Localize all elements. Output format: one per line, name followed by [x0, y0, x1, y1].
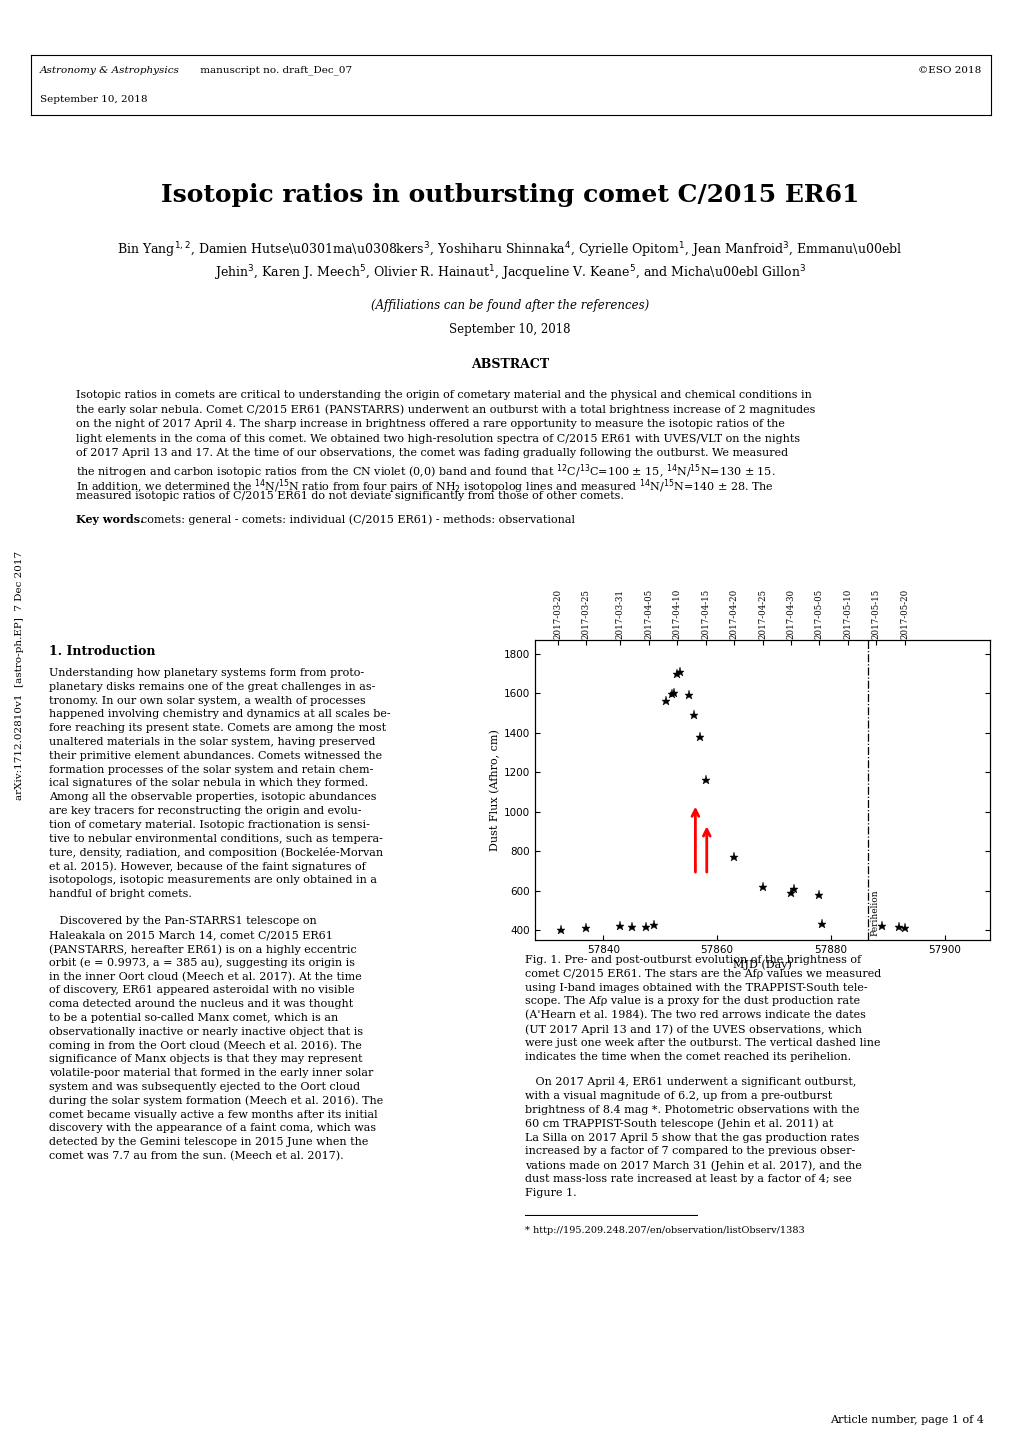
Text: Understanding how planetary systems form from proto-: Understanding how planetary systems form…: [49, 668, 364, 678]
Text: et al. 2015). However, because of the faint signatures of: et al. 2015). However, because of the fa…: [49, 861, 366, 872]
Text: of 2017 April 13 and 17. At the time of our observations, the comet was fading g: of 2017 April 13 and 17. At the time of …: [76, 448, 788, 459]
Text: Figure 1.: Figure 1.: [525, 1188, 577, 1198]
Y-axis label: Dust Flux (Afhro, cm): Dust Flux (Afhro, cm): [489, 730, 499, 851]
Text: Fig. 1. Pre- and post-outburst evolution of the brightness of: Fig. 1. Pre- and post-outburst evolution…: [525, 955, 861, 965]
Text: arXiv:1712.02810v1  [astro-ph.EP]  7 Dec 2017: arXiv:1712.02810v1 [astro-ph.EP] 7 Dec 2…: [15, 551, 23, 799]
Text: coming in from the Oort cloud (Meech et al. 2016). The: coming in from the Oort cloud (Meech et …: [49, 1041, 362, 1051]
Text: formation processes of the solar system and retain chem-: formation processes of the solar system …: [49, 764, 373, 774]
Text: tive to nebular environmental conditions, such as tempera-: tive to nebular environmental conditions…: [49, 833, 382, 844]
Text: September 10, 2018: September 10, 2018: [40, 95, 148, 104]
Text: 1. Introduction: 1. Introduction: [49, 645, 155, 658]
Text: ©ESO 2018: ©ESO 2018: [917, 66, 980, 75]
Text: comet was 7.7 au from the sun. (Meech et al. 2017).: comet was 7.7 au from the sun. (Meech et…: [49, 1151, 343, 1161]
Text: their primitive element abundances. Comets witnessed the: their primitive element abundances. Come…: [49, 751, 382, 761]
Text: Bin Yang$^{1,2}$, Damien Hutse\u0301ma\u0308kers$^3$, Yoshiharu Shinnaka$^4$, Cy: Bin Yang$^{1,2}$, Damien Hutse\u0301ma\u…: [117, 241, 902, 260]
Text: discovery with the appearance of a faint coma, which was: discovery with the appearance of a faint…: [49, 1123, 376, 1133]
Text: Jehin$^3$, Karen J. Meech$^5$, Olivier R. Hainaut$^1$, Jacqueline V. Keane$^5$, : Jehin$^3$, Karen J. Meech$^5$, Olivier R…: [214, 264, 805, 283]
Text: the early solar nebula. Comet C/2015 ER61 (PANSTARRS) underwent an outburst with: the early solar nebula. Comet C/2015 ER6…: [76, 405, 815, 415]
Text: with a visual magnitude of 6.2, up from a pre-outburst: with a visual magnitude of 6.2, up from …: [525, 1092, 832, 1102]
Text: the nitrogen and carbon isotopic ratios from the CN violet (0,0) band and found : the nitrogen and carbon isotopic ratios …: [76, 463, 775, 482]
X-axis label: MJD (Day): MJD (Day): [733, 959, 791, 969]
Text: measured isotopic ratios of C/2015 ER61 do not deviate significantly from those : measured isotopic ratios of C/2015 ER61 …: [76, 492, 624, 502]
Text: isotopologs, isotopic measurements are only obtained in a: isotopologs, isotopic measurements are o…: [49, 875, 377, 885]
Text: comets: general - comets: individual (C/2015 ER61) - methods: observational: comets: general - comets: individual (C/…: [141, 513, 574, 525]
Text: (A'Hearn et al. 1984). The two red arrows indicate the dates: (A'Hearn et al. 1984). The two red arrow…: [525, 1011, 865, 1021]
Text: ical signatures of the solar nebula in which they formed.: ical signatures of the solar nebula in w…: [49, 779, 368, 789]
Text: of discovery, ER61 appeared asteroidal with no visible: of discovery, ER61 appeared asteroidal w…: [49, 985, 355, 995]
Text: Haleakala on 2015 March 14, comet C/2015 ER61: Haleakala on 2015 March 14, comet C/2015…: [49, 930, 332, 940]
Text: observationally inactive or nearly inactive object that is: observationally inactive or nearly inact…: [49, 1027, 363, 1037]
Text: comet became visually active a few months after its initial: comet became visually active a few month…: [49, 1109, 377, 1119]
Text: handful of bright comets.: handful of bright comets.: [49, 888, 192, 898]
Text: Perihelion: Perihelion: [869, 890, 878, 936]
Text: indicates the time when the comet reached its perihelion.: indicates the time when the comet reache…: [525, 1051, 851, 1061]
Text: unaltered materials in the solar system, having preserved: unaltered materials in the solar system,…: [49, 737, 375, 747]
Text: In addition, we determined the $^{14}$N/$^{15}$N ratio from four pairs of NH$_2$: In addition, we determined the $^{14}$N/…: [76, 477, 773, 496]
Text: orbit (e = 0.9973, a = 385 au), suggesting its origin is: orbit (e = 0.9973, a = 385 au), suggesti…: [49, 957, 355, 969]
Text: tronomy. In our own solar system, a wealth of processes: tronomy. In our own solar system, a weal…: [49, 695, 366, 705]
Text: coma detected around the nucleus and it was thought: coma detected around the nucleus and it …: [49, 999, 353, 1009]
Text: light elements in the coma of this comet. We obtained two high-resolution spectr: light elements in the coma of this comet…: [76, 434, 800, 444]
Text: using I-band images obtained with the TRAPPIST-South tele-: using I-band images obtained with the TR…: [525, 982, 867, 992]
Text: planetary disks remains one of the great challenges in as-: planetary disks remains one of the great…: [49, 682, 375, 692]
Text: ture, density, radiation, and composition (Bockelée-Morvan: ture, density, radiation, and compositio…: [49, 848, 383, 858]
Text: (PANSTARRS, hereafter ER61) is on a highly eccentric: (PANSTARRS, hereafter ER61) is on a high…: [49, 945, 357, 955]
Text: Astronomy & Astrophysics: Astronomy & Astrophysics: [40, 66, 180, 75]
Text: in the inner Oort cloud (Meech et al. 2017). At the time: in the inner Oort cloud (Meech et al. 20…: [49, 972, 362, 982]
Text: Key words.: Key words.: [76, 513, 145, 525]
Text: happened involving chemistry and dynamics at all scales be-: happened involving chemistry and dynamic…: [49, 709, 390, 720]
Text: tion of cometary material. Isotopic fractionation is sensi-: tion of cometary material. Isotopic frac…: [49, 820, 370, 829]
Text: manuscript no. draft_Dec_07: manuscript no. draft_Dec_07: [197, 66, 352, 75]
Text: September 10, 2018: September 10, 2018: [448, 323, 571, 336]
Text: brightness of 8.4 mag *. Photometric observations with the: brightness of 8.4 mag *. Photometric obs…: [525, 1105, 859, 1115]
Text: comet C/2015 ER61. The stars are the Afρ values we measured: comet C/2015 ER61. The stars are the Afρ…: [525, 969, 880, 979]
Text: to be a potential so-called Manx comet, which is an: to be a potential so-called Manx comet, …: [49, 1012, 338, 1022]
Text: * http://195.209.248.207/en/observation/listObserv/1383: * http://195.209.248.207/en/observation/…: [525, 1226, 804, 1234]
Text: (UT 2017 April 13 and 17) of the UVES observations, which: (UT 2017 April 13 and 17) of the UVES ob…: [525, 1024, 861, 1034]
Text: (Affiliations can be found after the references): (Affiliations can be found after the ref…: [371, 298, 648, 311]
Text: significance of Manx objects is that they may represent: significance of Manx objects is that the…: [49, 1054, 362, 1064]
Text: dust mass-loss rate increased at least by a factor of 4; see: dust mass-loss rate increased at least b…: [525, 1174, 851, 1184]
Text: were just one week after the outburst. The vertical dashed line: were just one week after the outburst. T…: [525, 1038, 880, 1048]
Text: are key tracers for reconstructing the origin and evolu-: are key tracers for reconstructing the o…: [49, 806, 361, 816]
Text: Among all the observable properties, isotopic abundances: Among all the observable properties, iso…: [49, 792, 376, 802]
Text: Isotopic ratios in comets are critical to understanding the origin of cometary m: Isotopic ratios in comets are critical t…: [76, 389, 811, 399]
Text: system and was subsequently ejected to the Oort cloud: system and was subsequently ejected to t…: [49, 1082, 360, 1092]
Text: On 2017 April 4, ER61 underwent a significant outburst,: On 2017 April 4, ER61 underwent a signif…: [525, 1077, 856, 1087]
Text: scope. The Afρ value is a proxy for the dust production rate: scope. The Afρ value is a proxy for the …: [525, 996, 860, 1007]
Text: during the solar system formation (Meech et al. 2016). The: during the solar system formation (Meech…: [49, 1096, 383, 1106]
Text: Article number, page 1 of 4: Article number, page 1 of 4: [829, 1415, 983, 1425]
Text: fore reaching its present state. Comets are among the most: fore reaching its present state. Comets …: [49, 724, 386, 733]
Text: on the night of 2017 April 4. The sharp increase in brightness offered a rare op: on the night of 2017 April 4. The sharp …: [76, 420, 785, 430]
Text: detected by the Gemini telescope in 2015 June when the: detected by the Gemini telescope in 2015…: [49, 1138, 368, 1148]
Text: vations made on 2017 March 31 (Jehin et al. 2017), and the: vations made on 2017 March 31 (Jehin et …: [525, 1161, 861, 1171]
Text: volatile-poor material that formed in the early inner solar: volatile-poor material that formed in th…: [49, 1069, 373, 1079]
Text: La Silla on 2017 April 5 show that the gas production rates: La Silla on 2017 April 5 show that the g…: [525, 1132, 859, 1142]
Text: increased by a factor of 7 compared to the previous obser-: increased by a factor of 7 compared to t…: [525, 1146, 855, 1156]
Text: Isotopic ratios in outbursting comet C/2015 ER61: Isotopic ratios in outbursting comet C/2…: [161, 183, 858, 208]
Text: Discovered by the Pan-STARRS1 telescope on: Discovered by the Pan-STARRS1 telescope …: [49, 917, 317, 926]
Text: ABSTRACT: ABSTRACT: [471, 359, 548, 372]
Text: 60 cm TRAPPIST-South telescope (Jehin et al. 2011) at: 60 cm TRAPPIST-South telescope (Jehin et…: [525, 1119, 833, 1129]
